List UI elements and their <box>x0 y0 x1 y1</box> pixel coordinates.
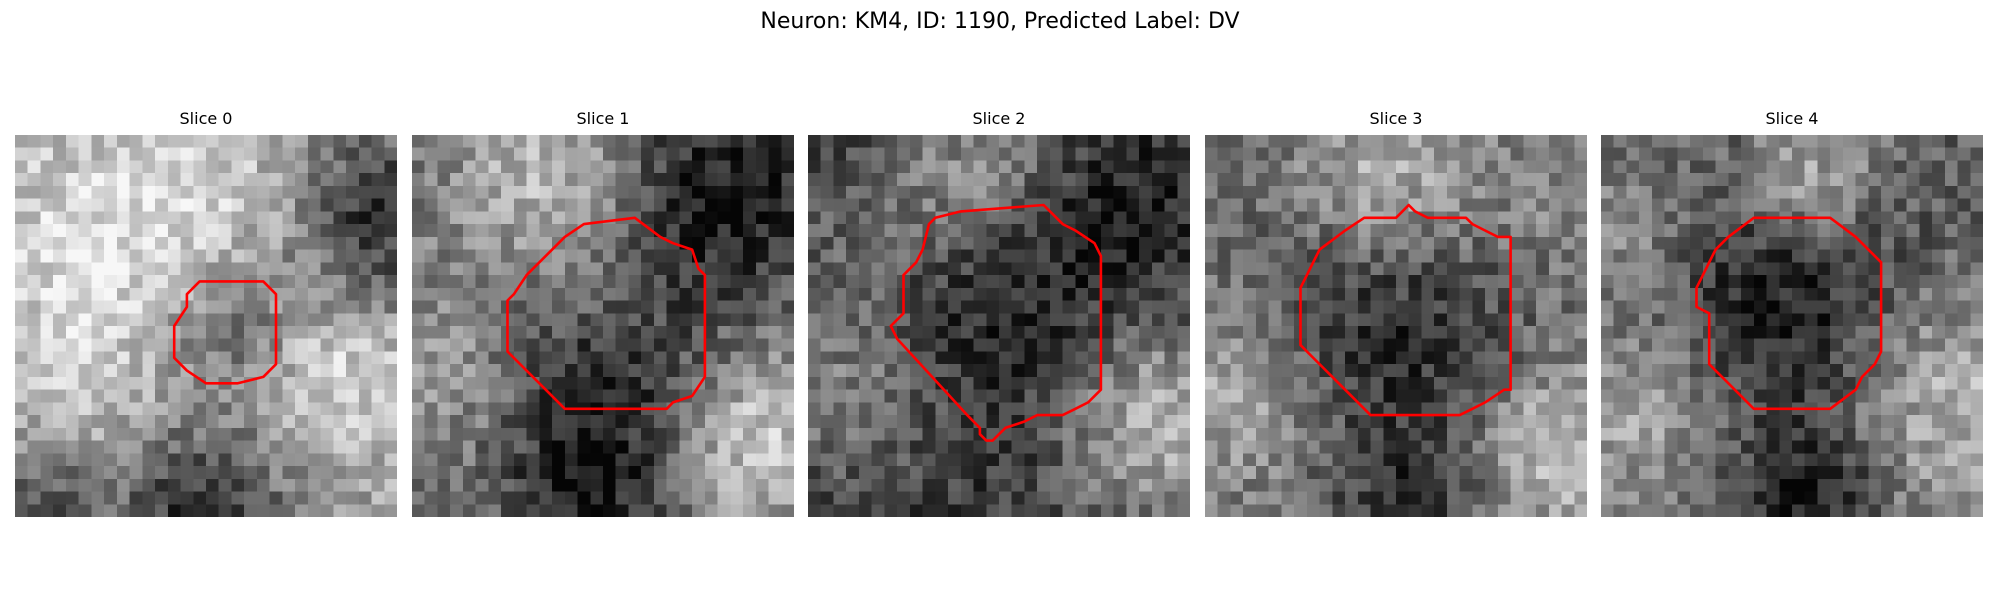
slice-title: Slice 4 <box>1765 109 1819 128</box>
slice-title: Slice 2 <box>972 109 1026 128</box>
slice-image <box>15 135 397 517</box>
slice-image <box>1601 135 1983 517</box>
roi-contour <box>172 280 278 385</box>
pixel-grid <box>1205 135 1587 517</box>
slice-panel-2: Slice 2 <box>808 108 1190 518</box>
roi-contour <box>1695 216 1883 411</box>
pixel-grid <box>808 135 1190 517</box>
slice-panel-1: Slice 1 <box>412 108 794 518</box>
slice-image <box>808 135 1190 517</box>
slice-panel-0: Slice 0 <box>15 108 397 518</box>
pixel-grid <box>1601 135 1983 517</box>
slice-image <box>1205 135 1587 517</box>
slice-title: Slice 0 <box>179 109 233 128</box>
roi-contour <box>1299 203 1512 417</box>
roi-contour <box>889 203 1103 442</box>
slice-title: Slice 3 <box>1369 109 1423 128</box>
pixel-grid <box>15 135 397 517</box>
slice-panel-4: Slice 4 <box>1601 108 1983 518</box>
slice-image <box>412 135 794 517</box>
pixel-grid <box>412 135 794 517</box>
figure-title: Neuron: KM4, ID: 1190, Predicted Label: … <box>760 9 1240 34</box>
roi-contour <box>506 216 707 411</box>
slice-title: Slice 1 <box>576 109 630 128</box>
slice-panel-3: Slice 3 <box>1205 108 1587 518</box>
